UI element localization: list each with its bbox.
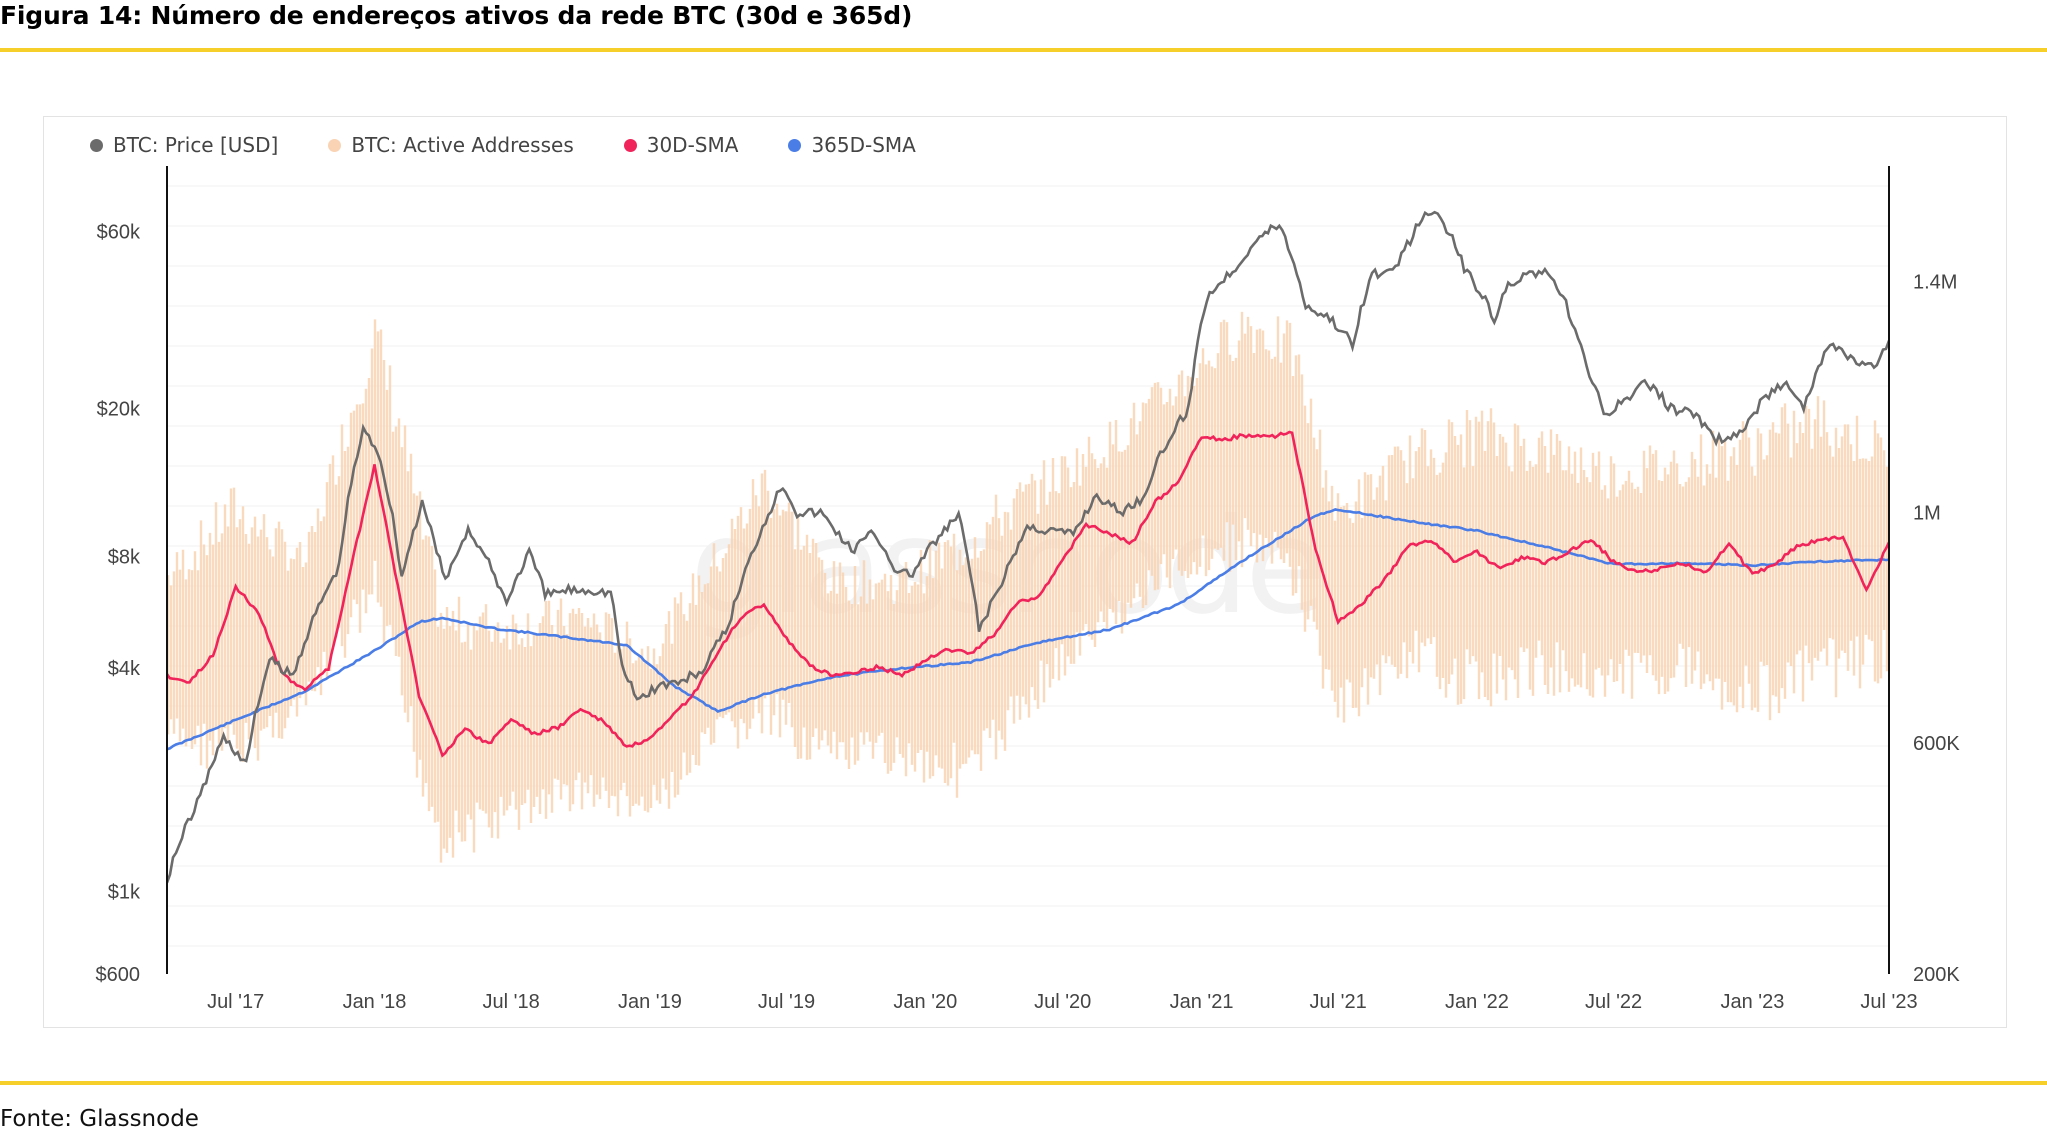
x-tick-label: Jul '23 — [1860, 991, 1917, 1013]
legend-dot-sma30 — [623, 138, 637, 152]
legend-item-active[interactable]: BTC: Active Addresses — [328, 133, 574, 157]
x-axis-ticks: Jul '17 Jan '18 Jul '18 Jan '19 Jul '19 Jan '… — [207, 991, 1918, 1013]
x-tick-label: Jan '23 — [1720, 991, 1784, 1013]
legend-item-sma30[interactable]: 30D-SMA — [623, 133, 739, 157]
left-axis-ticks: $600 $1k $4k $8k $20k $60k — [96, 221, 141, 986]
figure-title: Figura 14: Número de endereços ativos da… — [0, 1, 913, 30]
x-tick-label: Jul '21 — [1310, 991, 1367, 1013]
y-left-tick-label: $600 — [96, 964, 141, 986]
series-line-sma365 — [167, 508, 1889, 751]
legend-dot-active — [328, 138, 342, 152]
x-tick-label: Jul '20 — [1034, 991, 1091, 1013]
x-tick-label: Jul '18 — [483, 991, 540, 1013]
y-right-tick-label: 600K — [1913, 733, 1960, 755]
y-left-tick-label: $60k — [97, 221, 141, 243]
source-note: Fonte: Glassnode — [0, 1106, 199, 1132]
x-tick-label: Jul '19 — [758, 991, 815, 1013]
x-tick-label: Jan '19 — [618, 991, 682, 1013]
y-left-tick-label: $4k — [108, 658, 141, 680]
legend-label-active: BTC: Active Addresses — [351, 133, 574, 157]
x-tick-label: Jan '18 — [343, 991, 407, 1013]
top-rule — [0, 48, 2047, 52]
x-tick-label: Jul '22 — [1585, 991, 1642, 1013]
y-right-tick-label: 1M — [1913, 502, 1941, 524]
y-right-tick-label: 200K — [1913, 964, 1960, 986]
x-tick-label: Jan '20 — [893, 991, 957, 1013]
legend-label-sma30: 30D-SMA — [646, 133, 739, 157]
legend: BTC: Price [USD] BTC: Active Addresses 3… — [90, 133, 966, 157]
y-left-tick-label: $20k — [97, 399, 141, 421]
y-right-tick-label: 1.4M — [1913, 271, 1957, 293]
series-lines — [167, 210, 1889, 884]
bottom-rule — [0, 1081, 2047, 1085]
legend-label-price: BTC: Price [USD] — [113, 133, 279, 157]
series-line-sma30 — [167, 430, 1889, 758]
right-axis-ticks: 200K 600K 1M 1.4M — [1913, 271, 1960, 986]
legend-dot-sma365 — [788, 138, 802, 152]
y-left-tick-label: $1k — [108, 882, 141, 904]
legend-item-sma365[interactable]: 365D-SMA — [788, 133, 916, 157]
x-tick-label: Jan '22 — [1445, 991, 1509, 1013]
legend-dot-price — [90, 138, 103, 152]
y-left-tick-label: $8k — [108, 546, 141, 568]
x-tick-label: Jul '17 — [207, 991, 264, 1013]
active-addresses-band — [167, 311, 1889, 863]
legend-label-sma365: 365D-SMA — [811, 133, 916, 157]
series-line-price — [167, 210, 1889, 884]
x-tick-label: Jan '21 — [1170, 991, 1234, 1013]
legend-item-price[interactable]: BTC: Price [USD] — [90, 133, 278, 157]
